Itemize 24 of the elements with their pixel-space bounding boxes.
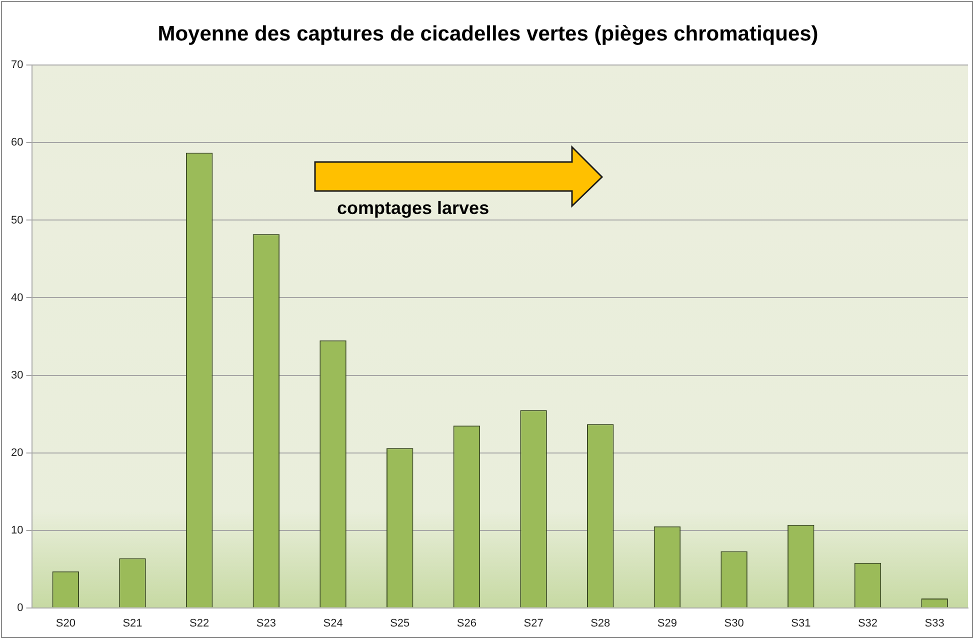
x-tick-label: S23: [256, 617, 276, 630]
x-tick-label: S31: [791, 617, 811, 630]
x-tick-label: S27: [524, 617, 544, 630]
x-tick-label: S32: [858, 617, 878, 630]
x-tick-label: S21: [122, 617, 142, 630]
y-tick-label: 60: [10, 136, 24, 149]
y-tick-label: 30: [10, 369, 24, 382]
x-tick-label: S25: [390, 617, 410, 630]
x-tick-label: S24: [323, 617, 343, 630]
y-tick-label: 50: [10, 214, 24, 226]
y-tick-label: 10: [10, 524, 24, 536]
chart-title: Moyenne des captures de cicadelles vertes (pièges chromatiques): [158, 22, 818, 46]
x-tick-label: S29: [657, 617, 678, 630]
y-tick-label: 0: [17, 602, 24, 614]
annotation: comptages larves: [337, 198, 490, 218]
x-tick-label: S30: [724, 617, 744, 630]
x-tick-label: S20: [56, 617, 76, 630]
y-tick-label: 20: [10, 446, 24, 459]
x-tick-label: S28: [590, 617, 610, 630]
y-tick-label: 40: [10, 292, 24, 304]
x-tick-label: S26: [456, 617, 476, 630]
y-tick-label: 70: [10, 59, 24, 72]
x-tick-label: S22: [190, 617, 210, 630]
x-tick-label: S33: [924, 617, 944, 630]
